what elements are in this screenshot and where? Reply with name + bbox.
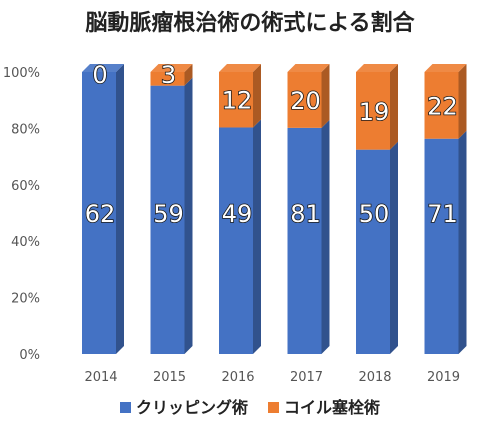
bars-group xyxy=(82,64,467,355)
bar-top xyxy=(356,64,398,72)
chart-title: 脳動脈瘤根治術の術式による割合 xyxy=(85,10,415,36)
y-axis: 0% 20% 40% 60% 80% 100% xyxy=(3,66,40,363)
x-tick-label: 2018 xyxy=(358,370,391,385)
bar-face xyxy=(150,72,185,86)
bar-face xyxy=(219,72,253,128)
bar-top xyxy=(82,64,124,72)
bar-segment xyxy=(287,119,330,354)
bar-face xyxy=(82,72,116,354)
data-label: 49 xyxy=(222,200,253,228)
bar-segment xyxy=(219,119,261,355)
bar-side xyxy=(321,64,330,128)
x-tick-label: 2015 xyxy=(153,370,186,385)
bar-side xyxy=(390,64,398,150)
legend: クリッピング術 コイル塞栓術 xyxy=(120,398,380,417)
bar-side xyxy=(390,141,398,354)
x-tick-label: 2019 xyxy=(427,370,460,385)
bar-face xyxy=(287,72,322,128)
bar-segment xyxy=(82,64,124,72)
data-label: 19 xyxy=(359,98,390,126)
bar-side xyxy=(116,64,124,354)
data-label: 59 xyxy=(153,200,184,228)
data-label: 81 xyxy=(290,200,321,228)
bar-top xyxy=(219,64,261,72)
y-tick-label: 40% xyxy=(11,235,40,250)
bar-face xyxy=(287,127,322,354)
bar-face xyxy=(424,72,459,139)
bar-segment xyxy=(219,64,261,128)
bar-top xyxy=(150,64,193,72)
x-tick-label: 2014 xyxy=(84,370,117,385)
bar-face xyxy=(219,127,253,355)
bar-face xyxy=(356,72,390,150)
bar-face xyxy=(424,138,459,354)
y-tick-label: 80% xyxy=(11,122,40,137)
legend-swatch xyxy=(120,402,131,413)
bar-side xyxy=(321,119,330,354)
bar-segment xyxy=(150,64,193,86)
data-label: 12 xyxy=(222,87,253,115)
y-tick-label: 0% xyxy=(19,348,40,363)
bar-side xyxy=(253,119,261,355)
y-tick-label: 100% xyxy=(3,66,40,81)
data-label: 0 xyxy=(92,61,107,89)
bar-side xyxy=(184,64,193,86)
bar-top xyxy=(287,64,330,72)
x-axis: 2014 2015 2016 2017 2018 2019 xyxy=(84,370,460,385)
bar-side xyxy=(458,64,467,139)
data-label: 50 xyxy=(359,200,390,228)
bar-top xyxy=(424,64,467,72)
bar-side xyxy=(253,64,261,128)
bar-side xyxy=(458,130,467,354)
data-label: 20 xyxy=(290,87,321,115)
data-label: 62 xyxy=(85,200,116,228)
y-tick-label: 60% xyxy=(11,179,40,194)
x-tick-label: 2016 xyxy=(221,370,254,385)
bar-segment xyxy=(424,64,467,139)
x-tick-label: 2017 xyxy=(290,370,323,385)
data-labels-group: 62 0 59 3 49 12 81 20 50 19 71 22 xyxy=(84,60,459,229)
bar-segment xyxy=(356,141,398,354)
bar-segment xyxy=(150,77,193,354)
bar-segment xyxy=(82,64,124,354)
legend-swatch xyxy=(268,402,279,413)
bar-segment xyxy=(287,64,330,128)
legend-label: コイル塞栓術 xyxy=(284,398,380,417)
legend-item: コイル塞栓術 xyxy=(268,398,380,417)
bar-side xyxy=(184,77,193,354)
bar-segment xyxy=(356,64,398,150)
legend-label: クリッピング術 xyxy=(136,398,248,417)
data-label: 71 xyxy=(427,200,458,228)
data-label: 3 xyxy=(161,61,176,89)
data-label: 22 xyxy=(427,92,458,120)
bar-segment xyxy=(424,130,467,354)
bar-face xyxy=(356,149,390,354)
y-tick-label: 20% xyxy=(11,292,40,307)
bar-face xyxy=(150,85,185,354)
legend-item: クリッピング術 xyxy=(120,398,248,417)
